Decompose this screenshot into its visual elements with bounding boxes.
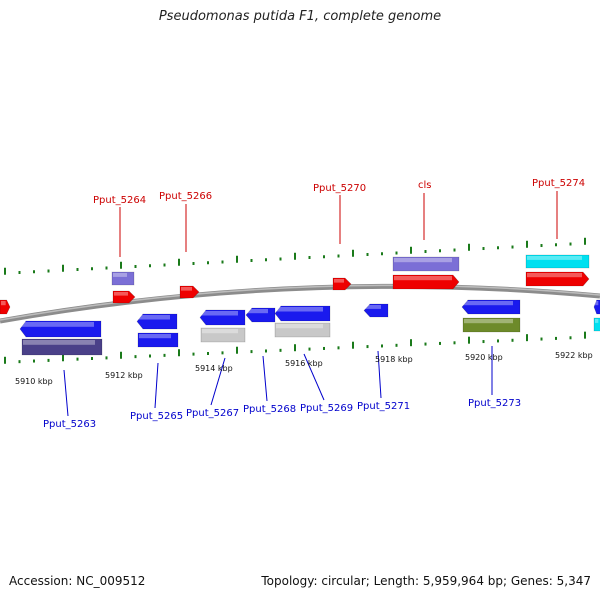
kbp-label: 5912 kbp — [105, 371, 143, 380]
gene-arrow-shine — [463, 301, 513, 306]
gene-arrow-shine — [113, 273, 127, 277]
gene-arrow-shine — [202, 329, 238, 334]
gene-arrow-shine — [464, 319, 513, 324]
gene-arrow-shine — [181, 287, 192, 291]
gene-arrow — [112, 290, 136, 304]
gene-arrow-shine — [139, 334, 171, 339]
gene-arrow — [111, 271, 135, 286]
gene-arrow — [136, 313, 178, 330]
gene-arrow — [19, 320, 102, 338]
gene-arrow-shine — [595, 301, 599, 306]
leader-line — [377, 350, 382, 399]
gene-arrow-shine — [527, 256, 582, 260]
gene-arrow — [137, 332, 179, 348]
kbp-label: 5922 kbp — [555, 351, 593, 360]
kbp-label: 5910 kbp — [15, 377, 53, 386]
genome-backbone-highlight — [0, 284, 600, 321]
kbp-label: 5918 kbp — [375, 355, 413, 364]
kbp-label: 5920 kbp — [465, 353, 503, 362]
gene-arrow — [525, 271, 590, 287]
gene-arrow — [461, 299, 521, 315]
kbp-label: 5914 kbp — [195, 364, 233, 373]
gene-arrow-shine — [365, 305, 381, 309]
topology-text: Topology: circular; Length: 5,959,964 bp… — [261, 574, 591, 588]
kbp-label: 5916 kbp — [285, 359, 323, 368]
gene-arrow — [200, 327, 246, 343]
gene-label[interactable]: Pput_5266 — [159, 191, 212, 202]
gene-arrow — [363, 303, 389, 318]
gene-label[interactable]: Pput_5270 — [313, 183, 366, 194]
gene-arrow-shine — [138, 315, 170, 320]
leader-line — [154, 362, 159, 409]
gene-arrow-shine — [276, 324, 323, 329]
gene-arrow-shine — [595, 319, 599, 323]
gene-arrow-shine — [1, 301, 6, 306]
gene-label[interactable]: Pput_5264 — [93, 195, 146, 206]
tick-marks — [4, 237, 586, 364]
gene-arrow-shine — [201, 311, 238, 316]
gene-arrow — [21, 338, 103, 356]
gene-arrow — [392, 256, 460, 272]
gene-label[interactable]: cls — [418, 180, 432, 191]
leader-line — [303, 353, 325, 401]
leader-line — [63, 369, 69, 417]
gene-arrow — [274, 305, 331, 322]
leader-line — [262, 355, 268, 402]
accession-text: Accession: NC_009512 — [9, 574, 146, 588]
gene-label[interactable]: Pput_5265 — [130, 411, 183, 422]
gene-arrow-shine — [334, 279, 344, 283]
gene-label[interactable]: Pput_5263 — [43, 419, 96, 430]
gene-arrow — [274, 322, 331, 338]
gene-arrow-shine — [527, 273, 582, 278]
gene-arrow — [199, 309, 246, 326]
map-title: Pseudomonas putida F1, complete genome — [158, 9, 442, 24]
gene-arrow-shine — [276, 307, 323, 312]
gene-arrow — [332, 277, 352, 291]
gene-arrow-shine — [247, 309, 268, 314]
gene-label[interactable]: Pput_5271 — [357, 401, 410, 412]
gene-arrow-shine — [114, 292, 128, 296]
gene-arrow — [392, 274, 460, 290]
gene-label[interactable]: Pput_5268 — [243, 404, 296, 415]
label-leader-lines — [63, 191, 558, 417]
gene-arrow — [593, 299, 600, 315]
gene-arrow — [462, 317, 521, 333]
leader-line — [210, 357, 226, 406]
gene-arrow — [593, 317, 600, 332]
gene-arrow-shine — [394, 276, 452, 281]
gene-features — [0, 254, 600, 356]
gene-label[interactable]: Pput_5267 — [186, 408, 239, 419]
genome-backbone — [0, 283, 600, 324]
gene-arrow — [0, 299, 11, 315]
gene-arrow-shine — [21, 322, 94, 327]
gene-label[interactable]: Pput_5273 — [468, 398, 521, 409]
gene-arrow-shine — [394, 258, 452, 263]
gene-arrow — [245, 307, 276, 323]
gene-arrow-shine — [23, 340, 95, 345]
gene-label[interactable]: Pput_5269 — [300, 403, 353, 414]
gene-arrow — [525, 254, 590, 269]
gene-arrow — [179, 285, 200, 299]
gene-label[interactable]: Pput_5274 — [532, 178, 585, 189]
